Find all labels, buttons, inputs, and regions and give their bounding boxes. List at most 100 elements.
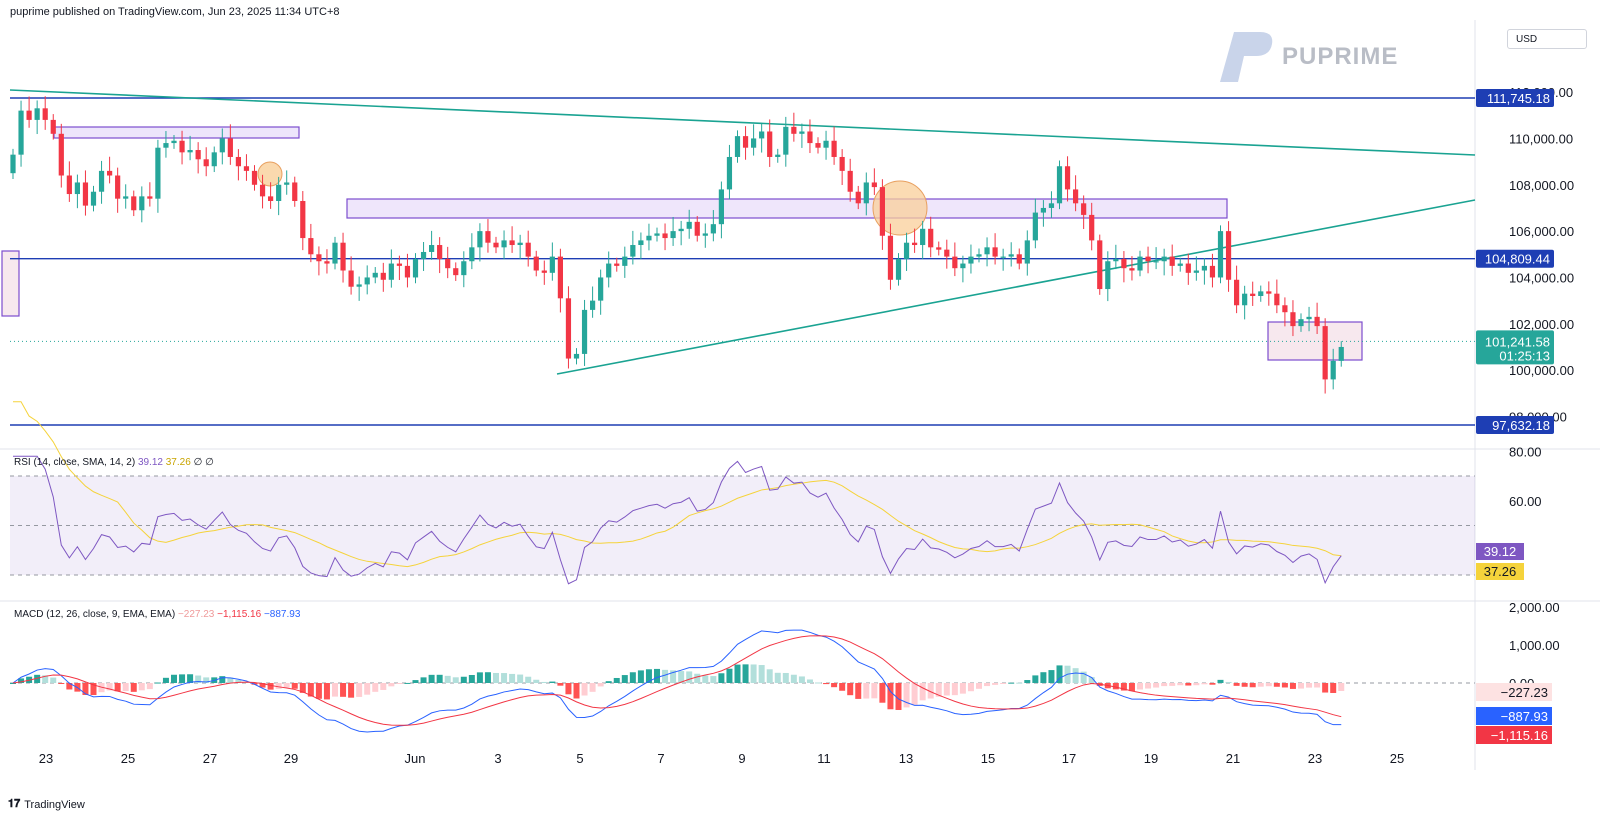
level-price-label-bg <box>1476 249 1554 268</box>
candle-body <box>1282 305 1288 313</box>
candle-body <box>26 110 32 120</box>
candle-body <box>525 242 531 257</box>
candle-body <box>147 196 153 199</box>
candle-body <box>58 133 64 176</box>
candle-body <box>936 247 942 250</box>
macd-histogram-bar <box>267 683 274 690</box>
candle-body <box>227 138 233 157</box>
macd-histogram-bar <box>919 683 926 701</box>
candle-body <box>541 270 547 273</box>
macd-histogram-bar <box>645 669 652 683</box>
macd-histogram-bar <box>138 683 145 691</box>
macd-histogram-bar <box>58 683 65 684</box>
macd-histogram-bar <box>219 676 226 683</box>
candle-body <box>251 170 258 185</box>
candle-body <box>485 231 491 243</box>
macd-histogram-bar <box>1008 682 1015 684</box>
macd-histogram-bar <box>1080 671 1087 683</box>
x-tick-label: 25 <box>121 751 135 766</box>
candle-body <box>1193 270 1199 273</box>
macd-histogram-bar <box>259 683 266 688</box>
macd-histogram-bar <box>1145 683 1152 689</box>
macd-histogram-bar <box>1056 665 1063 683</box>
candle-body <box>1008 254 1014 257</box>
candle-body <box>1016 254 1022 264</box>
macd-title: MACD (12, 26, close, 9, EMA, EMA) −227.2… <box>14 609 301 620</box>
macd-histogram-bar <box>984 683 991 687</box>
publisher-header: puprime published on TradingView.com, Ju… <box>10 6 340 18</box>
macd-histogram-bar <box>493 672 499 683</box>
candle-body <box>1121 258 1127 269</box>
macd-histogram-bar <box>662 669 669 683</box>
macd-histogram-bar <box>122 683 129 692</box>
currency-selector[interactable]: USD <box>1507 29 1587 49</box>
rsi-axis-label: 39.12 <box>1484 544 1517 559</box>
macd-histogram-bar <box>307 683 314 697</box>
macd-histogram-bar <box>702 675 709 683</box>
macd-histogram-bar <box>291 683 298 689</box>
candle-body <box>308 238 314 255</box>
macd-histogram-bar <box>1032 675 1039 683</box>
countdown-label: 01:25:13 <box>1499 348 1550 363</box>
macd-histogram-bar <box>1137 683 1143 690</box>
candle-body <box>1217 231 1224 278</box>
level-price-label-bg <box>1476 89 1554 107</box>
price-tick-label: 110,000.00 <box>1509 131 1573 146</box>
last-price-label: 101,241.58 <box>1485 334 1550 349</box>
macd-histogram-bar <box>1306 683 1313 688</box>
macd-histogram-bar <box>1217 679 1224 683</box>
macd-histogram-bar <box>18 678 25 683</box>
macd-histogram-bar <box>130 683 137 692</box>
macd-axis-label: −1,115.16 <box>1491 728 1548 743</box>
candle-body <box>493 242 499 248</box>
candle-body <box>557 256 563 299</box>
macd-histogram-bar <box>356 683 363 697</box>
x-tick-label: 29 <box>284 751 298 766</box>
macd-histogram-bar <box>235 679 242 683</box>
candle-body <box>606 263 612 278</box>
candle-body <box>179 140 185 153</box>
macd-histogram-bar <box>1281 683 1288 688</box>
macd-histogram-bar <box>1225 681 1232 683</box>
candle-body <box>751 138 757 148</box>
macd-histogram-bar <box>678 671 685 683</box>
macd-histogram-bar <box>637 670 644 683</box>
macd-histogram-bar <box>557 683 564 686</box>
macd-histogram-bar <box>992 683 999 685</box>
candle-body <box>10 154 16 174</box>
candle-body <box>284 182 290 185</box>
left-edge-zone <box>1 250 20 317</box>
candle-body <box>477 231 483 248</box>
macd-histogram-bar <box>1112 683 1119 690</box>
macd-histogram-bar <box>66 683 73 690</box>
macd-histogram-bar <box>927 683 934 699</box>
macd-histogram-bar <box>831 683 838 688</box>
macd-histogram-bar <box>1330 683 1337 693</box>
candle-body <box>203 159 209 167</box>
candle-body <box>734 136 741 157</box>
x-tick-label: 3 <box>494 751 501 766</box>
macd-histogram-bar <box>774 672 781 683</box>
macd-histogram-bar <box>195 675 202 683</box>
candle-body <box>18 110 24 155</box>
candle-body <box>847 170 853 192</box>
macd-histogram-bar <box>154 682 161 684</box>
macd-histogram-bar <box>758 665 765 683</box>
macd-histogram-bar <box>50 677 57 683</box>
macd-histogram-bar <box>444 675 451 683</box>
rsi-ma-line <box>13 401 1342 568</box>
candle-body <box>404 265 411 278</box>
candle-body <box>670 231 676 239</box>
candle-body <box>1274 293 1280 306</box>
macd-histogram-bar <box>1289 683 1296 689</box>
macd-histogram-bar <box>1209 683 1216 685</box>
tradingview-icon: 𝟏𝟕 <box>8 798 21 810</box>
macd-histogram-bar <box>412 680 419 683</box>
ascending-trendline <box>556 199 1476 375</box>
macd-histogram-bar <box>1185 683 1192 686</box>
macd-histogram-bar <box>581 683 588 696</box>
candle-body <box>1169 256 1175 266</box>
macd-histogram-bar <box>621 675 628 683</box>
rsi-title: RSI (14, close, SMA, 14, 2) 39.12 37.26 … <box>14 457 214 468</box>
